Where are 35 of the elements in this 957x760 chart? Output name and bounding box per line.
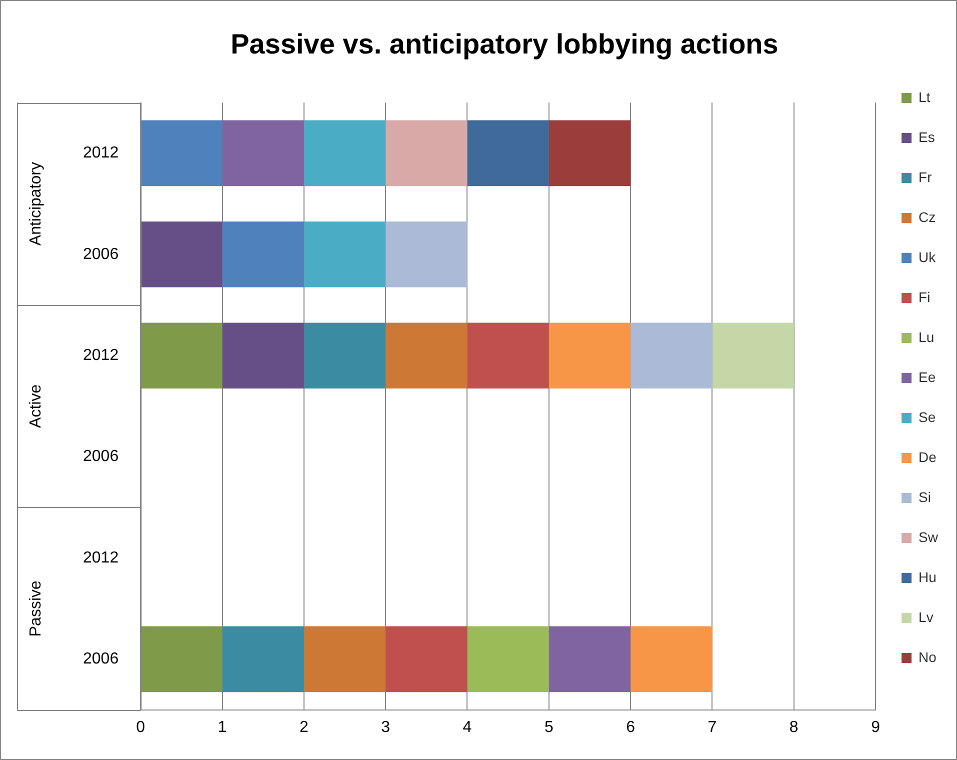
legend-label: Uk xyxy=(918,248,937,265)
legend-label: Lt xyxy=(918,88,930,105)
x-tick-label: 7 xyxy=(708,718,717,736)
legend-label: Se xyxy=(918,408,936,425)
legend-label: De xyxy=(918,448,937,465)
text: Passive xyxy=(27,580,44,637)
x-tick-label: 4 xyxy=(462,718,472,736)
x-tick-label: 6 xyxy=(626,718,636,736)
legend-label: Fi xyxy=(918,288,930,305)
text: Anticipatory xyxy=(27,162,44,246)
text: Active xyxy=(27,384,44,428)
y-tick-label: 2006 xyxy=(83,448,119,466)
y-tick-label: 2012 xyxy=(83,347,119,364)
legend-label: Hu xyxy=(918,568,936,585)
legend-label: Lu xyxy=(918,328,934,345)
legend-label: No xyxy=(918,648,937,665)
x-tick-label: 5 xyxy=(544,718,554,736)
y-tick-label: 2012 xyxy=(83,144,119,162)
x-tick-label: 8 xyxy=(789,718,798,736)
x-tick-label: 2 xyxy=(299,718,308,736)
legend-label: Sw xyxy=(918,528,939,545)
y-tick-label: 2006 xyxy=(83,650,119,668)
x-tick-label: 0 xyxy=(136,718,146,736)
x-tick-label: 3 xyxy=(381,718,390,736)
legend-label: Es xyxy=(918,128,935,145)
legend-label: Cz xyxy=(918,208,936,225)
legend-label: Lv xyxy=(918,608,934,625)
legend-label: Si xyxy=(918,488,932,505)
x-tick-label: 9 xyxy=(871,718,880,736)
chart-title: Passive vs. anticipatory lobbying actions xyxy=(230,28,778,60)
legend-label: Ee xyxy=(918,368,936,385)
y-tick-label: 2012 xyxy=(83,549,119,566)
y-tick-label: 2006 xyxy=(83,246,119,263)
legend-label: Fr xyxy=(918,168,932,185)
x-tick-label: 1 xyxy=(218,718,227,736)
